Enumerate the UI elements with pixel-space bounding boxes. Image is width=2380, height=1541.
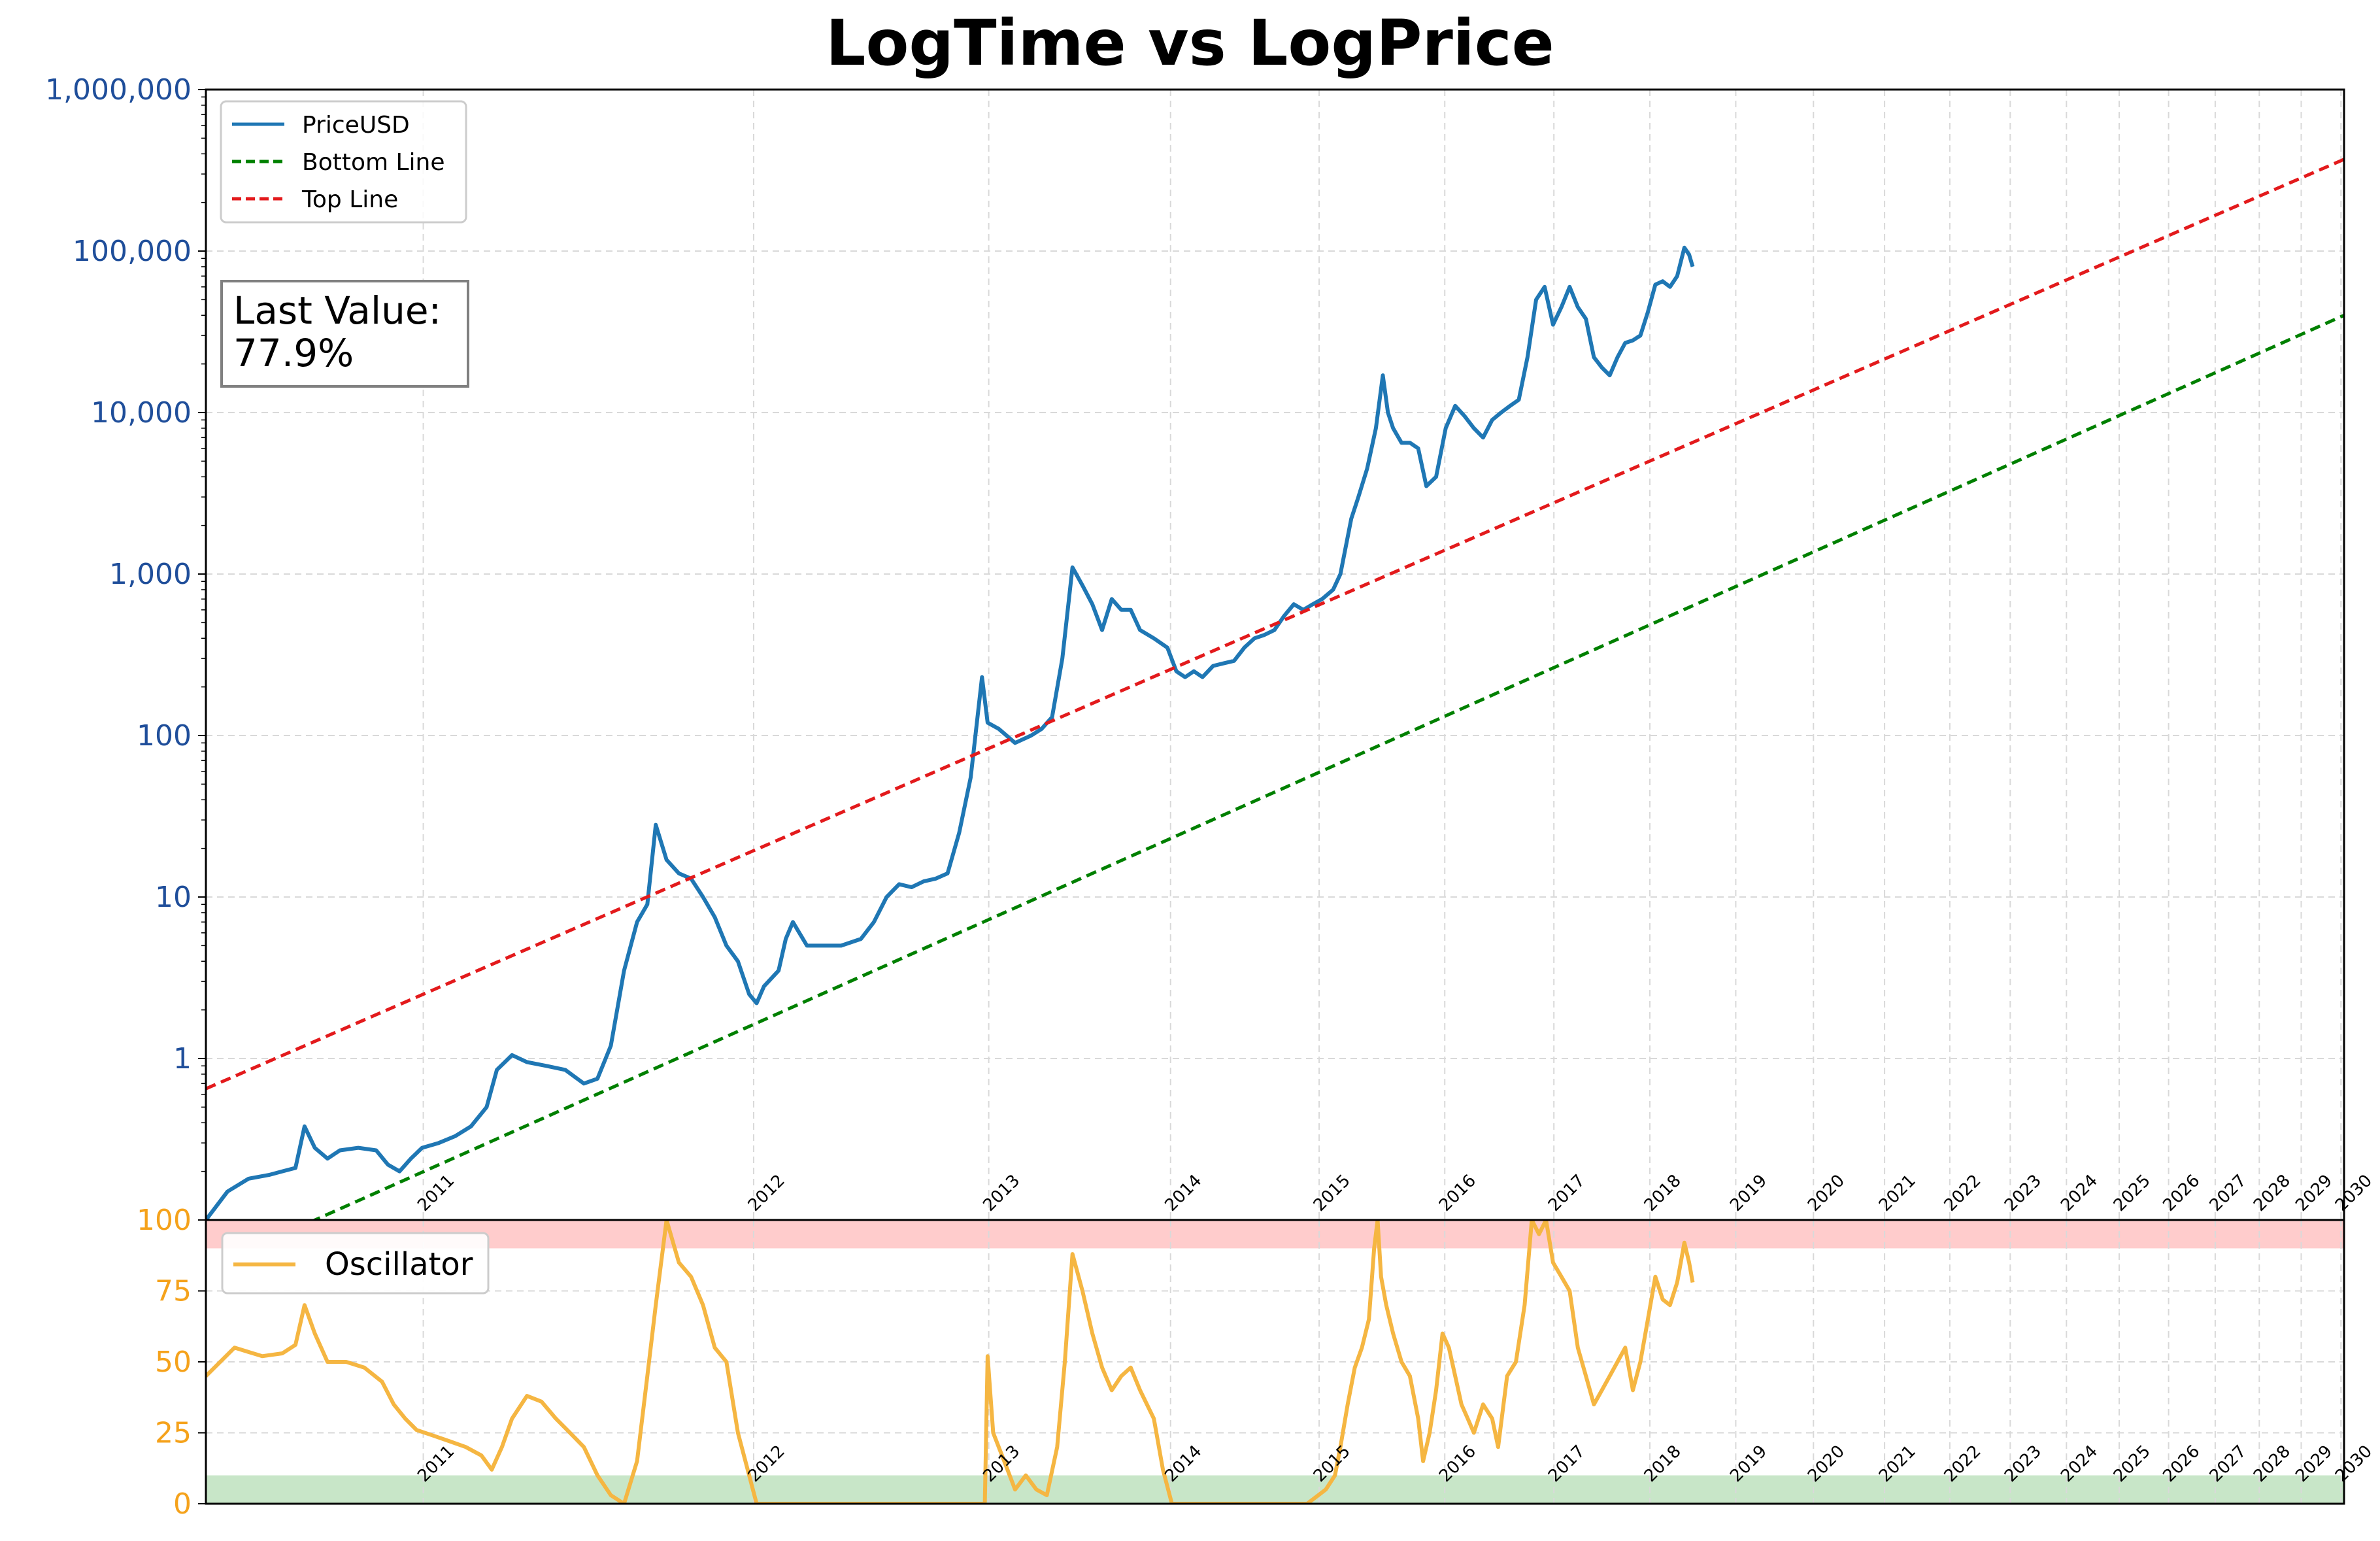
oscillator-y-tick-label: 100 xyxy=(137,1204,192,1237)
oscillator-y-ticks: 0 25 50 75 100 xyxy=(137,1204,206,1521)
oscillator-y-tick-label: 50 xyxy=(155,1346,192,1379)
main-year-label: 2012 xyxy=(745,1171,789,1215)
main-year-label: 2011 xyxy=(414,1171,458,1215)
main-year-label: 2023 xyxy=(2001,1171,2045,1215)
main-y-tick-label: 10 xyxy=(155,881,192,914)
main-year-label: 2030 xyxy=(2332,1171,2376,1215)
main-plot-frame xyxy=(205,88,2345,1221)
main-year-label: 2027 xyxy=(2206,1171,2251,1215)
main-y-ticks: 1 10 100 1,000 10,000 100,000 1,000,000 xyxy=(45,73,206,1172)
legend-label-oscillator: Oscillator xyxy=(325,1246,473,1283)
oversold-band xyxy=(206,1475,2344,1504)
oscillator-legend: Oscillator xyxy=(221,1232,490,1295)
legend-label-price: PriceUSD xyxy=(302,112,410,139)
main-year-label: 2022 xyxy=(1941,1171,1985,1215)
main-year-label: 2016 xyxy=(1435,1171,1480,1215)
main-year-label: 2026 xyxy=(2159,1171,2204,1215)
main-year-label: 2021 xyxy=(1875,1171,1920,1215)
series-line-oscillator xyxy=(206,1220,1695,1504)
main-y-tick-label: 1 xyxy=(173,1042,192,1075)
main-year-label: 2029 xyxy=(2292,1171,2336,1215)
main-year-label: 2014 xyxy=(1161,1171,1205,1215)
last-value-annotation: Last Value: 77.9% xyxy=(220,280,469,388)
main-y-tick-label: 1,000,000 xyxy=(45,73,192,107)
main-legend-box xyxy=(220,100,467,224)
overbought-band xyxy=(206,1220,2344,1249)
legend-label-top-line: Top Line xyxy=(301,186,398,213)
last-value-number: 77.9% xyxy=(233,331,354,375)
oscillator-y-tick-label: 25 xyxy=(155,1417,192,1450)
main-year-label: 2017 xyxy=(1545,1171,1589,1215)
chart-title: LogTime vs LogPrice xyxy=(826,7,1554,80)
main-year-label: 2013 xyxy=(979,1171,1024,1215)
legend-label-bottom-line: Bottom Line xyxy=(302,149,445,176)
main-y-tick-label: 10,000 xyxy=(91,396,192,430)
main-y-tick-label: 1,000 xyxy=(109,558,192,591)
oscillator-series xyxy=(206,1220,1695,1504)
series-line-bottom-line xyxy=(310,314,2344,1220)
main-year-label: 2024 xyxy=(2057,1171,2102,1215)
last-value-box xyxy=(220,280,469,388)
oscillator-year-label: 2030 xyxy=(2332,1442,2376,1486)
main-year-label: 2019 xyxy=(1726,1171,1771,1215)
series-line-top-line xyxy=(206,158,2344,1091)
oscillator-y-tick-label: 0 xyxy=(173,1487,192,1521)
main-year-label: 2020 xyxy=(1804,1171,1849,1215)
main-y-tick-label: 100 xyxy=(137,719,192,753)
main-legend: PriceUSD Bottom Line Top Line xyxy=(220,100,467,224)
main-series xyxy=(206,158,2344,1220)
main-gridlines xyxy=(206,89,2344,1220)
series-line-priceusd xyxy=(206,245,1695,1220)
main-year-label: 2018 xyxy=(1641,1171,1685,1215)
main-year-label: 2015 xyxy=(1310,1171,1354,1215)
oscillator-bands xyxy=(206,1220,2344,1504)
main-y-tick-label: 100,000 xyxy=(73,235,192,268)
main-year-label: 2028 xyxy=(2250,1171,2294,1215)
main-year-label: 2025 xyxy=(2110,1171,2154,1215)
last-value-label: Last Value: xyxy=(233,288,441,333)
oscillator-y-tick-label: 75 xyxy=(155,1275,192,1308)
oscillator-legend-box xyxy=(221,1232,490,1295)
axes-frame xyxy=(205,88,2345,1505)
